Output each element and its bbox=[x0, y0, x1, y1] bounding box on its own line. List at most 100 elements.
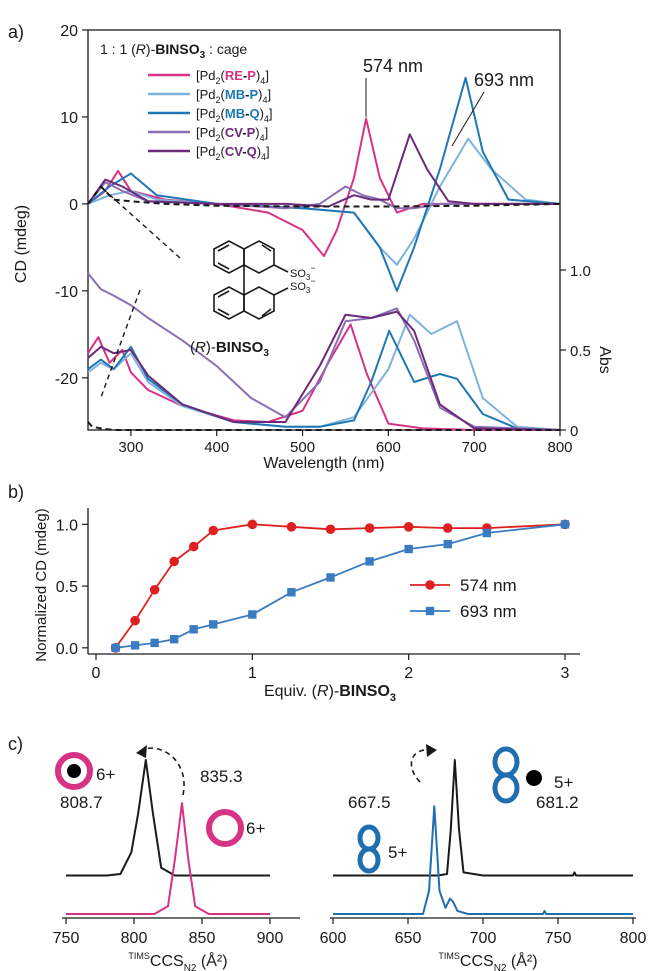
c-right-xtick-label: 600 bbox=[320, 930, 347, 947]
point-series_574 bbox=[208, 525, 219, 536]
panel-a-ylabel-right: Abs bbox=[596, 346, 613, 374]
panel-a: a) 300 400 500 600 700 800 20 10 0 -10 -20 1.0 0.5… bbox=[8, 22, 613, 472]
point-series_693 bbox=[189, 625, 198, 634]
peak-label-681: 681.2 bbox=[536, 793, 579, 812]
charge-label-681: 5+ bbox=[554, 773, 573, 792]
annotation-693nm: 693 nm bbox=[474, 70, 534, 90]
abs-curve-binso3 bbox=[87, 421, 560, 431]
c-right-xtick-label: 800 bbox=[620, 930, 647, 947]
point-series_574 bbox=[149, 584, 160, 595]
panel-a-x-ticks: 300 400 500 600 700 800 bbox=[118, 430, 573, 456]
panel-c-right-xlabel: TIMSCCSN2 (Å²) bbox=[438, 951, 537, 971]
a-rtick-label: 0 bbox=[570, 423, 578, 440]
panel-c-left-xlabel: TIMSCCSN2 (Å²) bbox=[128, 951, 227, 971]
point-series_693 bbox=[443, 539, 452, 549]
cd-curve-binso3 bbox=[87, 185, 561, 208]
c-left-xtick-label: 850 bbox=[189, 930, 216, 947]
c-right-trace-binso3 bbox=[333, 759, 633, 877]
panel-a-frame bbox=[87, 29, 561, 431]
b-ytick-label: 0.5 bbox=[56, 579, 78, 596]
binso3-molecule-drawing bbox=[213, 240, 289, 320]
point-series_574 bbox=[188, 541, 199, 552]
a-xtick-label: 700 bbox=[462, 439, 487, 456]
point-series_693 bbox=[248, 610, 257, 619]
a-xtick-label: 400 bbox=[204, 439, 229, 456]
charge-label-835: 6+ bbox=[246, 819, 265, 838]
legend-entry-cv_q: [Pd2(CV-Q)4] bbox=[196, 144, 270, 162]
legend-entry-mb_q: [Pd2(MB-Q)4] bbox=[196, 106, 273, 124]
panel-c: c) 750 800 850 900 600 650 700 750 800 808.7 6+ … bbox=[8, 734, 646, 971]
point-series_574 bbox=[247, 519, 258, 530]
legend-marker-series_574 bbox=[425, 580, 435, 590]
panel-b-y-ticks: 0.0 0.5 1.0 bbox=[56, 517, 88, 658]
legend-label-series_693: 693 nm bbox=[460, 602, 517, 621]
figure8-icon-small bbox=[357, 824, 381, 874]
b-ytick-label: 1.0 bbox=[56, 517, 78, 534]
panel-a-xlabel: Wavelength (nm) bbox=[263, 455, 384, 472]
a-rtick-label: 0.5 bbox=[570, 343, 591, 360]
c-left-trace-ring_pink bbox=[66, 802, 270, 915]
legend-entry-mb_p: [Pd2(MB-P)4] bbox=[196, 87, 271, 105]
panel-b-series bbox=[110, 519, 570, 653]
charge-label-667: 5+ bbox=[388, 843, 407, 862]
binso3-pointer-lower bbox=[99, 289, 141, 401]
a-xtick-label: 600 bbox=[376, 439, 401, 456]
figure8-with-guest-icon bbox=[492, 746, 520, 804]
annotation-574nm: 574 nm bbox=[363, 56, 423, 76]
panel-a-label: a) bbox=[8, 22, 24, 42]
c-left-trace-binso3 bbox=[66, 759, 270, 877]
panel-b-xlabel: Equiv. (R)-BINSO3 bbox=[264, 683, 396, 704]
point-series_574 bbox=[442, 523, 453, 533]
point-series_574 bbox=[403, 522, 414, 532]
guest-dot-icon bbox=[67, 764, 81, 778]
b-xtick-label: 2 bbox=[404, 665, 413, 682]
panel-b-x-ticks: 0 1 2 3 bbox=[92, 654, 570, 682]
abs-curve-cv_q bbox=[87, 310, 561, 431]
point-series_693 bbox=[150, 638, 159, 648]
a-ytick-label: 10 bbox=[60, 110, 78, 127]
point-series_693 bbox=[365, 557, 374, 566]
right-shift-arrowhead bbox=[426, 744, 437, 757]
left-shift-arrowhead bbox=[136, 745, 147, 758]
point-series_574 bbox=[130, 615, 140, 626]
point-series_574 bbox=[286, 522, 297, 532]
abs-curve-re_p bbox=[87, 323, 560, 431]
point-series_693 bbox=[326, 573, 335, 582]
charge-label-808: 6+ bbox=[96, 765, 115, 784]
b-xtick-label: 0 bbox=[92, 665, 101, 682]
a-ytick-label: 20 bbox=[60, 23, 78, 40]
panel-c-x-ticks: 750 800 850 900 600 650 700 750 800 bbox=[53, 918, 647, 947]
a-ytick-label: -10 bbox=[55, 284, 78, 301]
so3-upper: SO3− bbox=[290, 263, 316, 282]
b-xtick-label: 3 bbox=[561, 665, 570, 682]
point-series_693 bbox=[482, 528, 492, 538]
series-line-series_574 bbox=[114, 523, 566, 649]
so3-lower: SO3− bbox=[290, 276, 316, 295]
b-xtick-label: 1 bbox=[248, 665, 257, 682]
panel-b-label: b) bbox=[8, 482, 24, 502]
panel-a-right-ticks: 1.0 0.5 0 bbox=[560, 263, 591, 440]
panel-a-ylabel: CD (mdeg) bbox=[13, 205, 30, 283]
panel-a-legend: [Pd2(RE-P)4][Pd2(MB-P)4][Pd2(MB-Q)4][Pd2… bbox=[148, 68, 273, 162]
point-series_574 bbox=[169, 556, 179, 567]
legend-entry-cv_p: [Pd2(CV-P)4] bbox=[196, 125, 268, 143]
a-xtick-label: 800 bbox=[547, 439, 572, 456]
guest-dot-icon-right bbox=[526, 770, 542, 786]
legend-marker-series_693 bbox=[425, 606, 435, 616]
a-ytick-label: 0 bbox=[69, 197, 78, 214]
legend-label-series_574: 574 nm bbox=[460, 576, 517, 595]
panel-b-legend: 574 nm 693 nm bbox=[410, 576, 517, 621]
peak-label-667: 667.5 bbox=[348, 793, 391, 812]
c-right-xtick-label: 650 bbox=[395, 930, 422, 947]
peak-label-835: 835.3 bbox=[200, 767, 243, 786]
panel-b: b) 0 1 2 3 0.0 0.5 1.0 Normalized CD (mdeg) E… bbox=[8, 482, 580, 704]
a-xtick-label: 500 bbox=[290, 439, 315, 456]
point-series_574 bbox=[364, 523, 375, 533]
a-rtick-label: 1.0 bbox=[570, 263, 591, 280]
left-shift-arrow bbox=[141, 747, 185, 796]
b-ytick-label: 0.0 bbox=[56, 641, 78, 658]
peak-label-808: 808.7 bbox=[60, 793, 103, 812]
c-right-xtick-label: 750 bbox=[545, 930, 572, 947]
cd-curve-re_p bbox=[87, 117, 560, 258]
